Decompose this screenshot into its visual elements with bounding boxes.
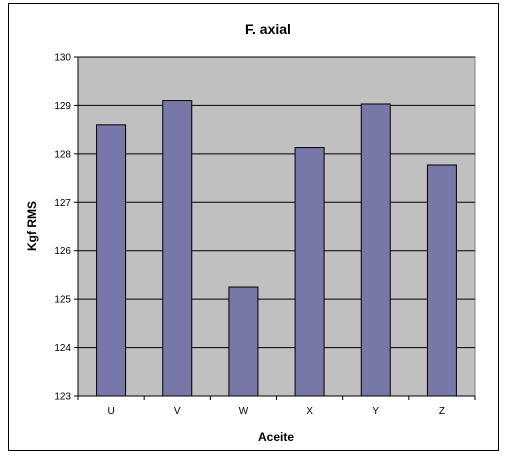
y-axis-ticks: 123 124 125 126 127 128 129 130 (54, 53, 78, 403)
y-tick-label: 126 (54, 246, 71, 257)
bar-u (96, 124, 127, 397)
plot-area (77, 56, 476, 397)
x-tick-label: V (174, 406, 181, 417)
x-tick-label: X (306, 406, 313, 417)
gridlines (78, 56, 475, 349)
y-tick-label: 128 (54, 149, 71, 160)
bar-w (228, 286, 259, 397)
bars (96, 100, 457, 397)
bar-y (360, 103, 391, 397)
y-tick-label: 124 (54, 343, 71, 354)
y-tick-label: 123 (54, 392, 71, 403)
x-axis-label: Aceite (258, 430, 294, 444)
y-tick-label: 125 (54, 295, 71, 306)
bar-v (162, 100, 193, 397)
chart-title: F. axial (245, 21, 291, 37)
x-tick-label: Z (439, 406, 445, 417)
y-axis-label: Kgf RMS (25, 201, 39, 251)
bar-z (426, 164, 457, 397)
y-tick-label: 130 (54, 53, 71, 64)
y-tick-label: 127 (54, 198, 71, 209)
x-tick-label: W (239, 406, 249, 417)
x-tick-label: U (107, 406, 114, 417)
x-tick-label: Y (372, 406, 379, 417)
y-tick-label: 129 (54, 101, 71, 112)
x-axis-ticks: U V W X Y Z (77, 396, 476, 417)
bar-x (294, 147, 325, 397)
